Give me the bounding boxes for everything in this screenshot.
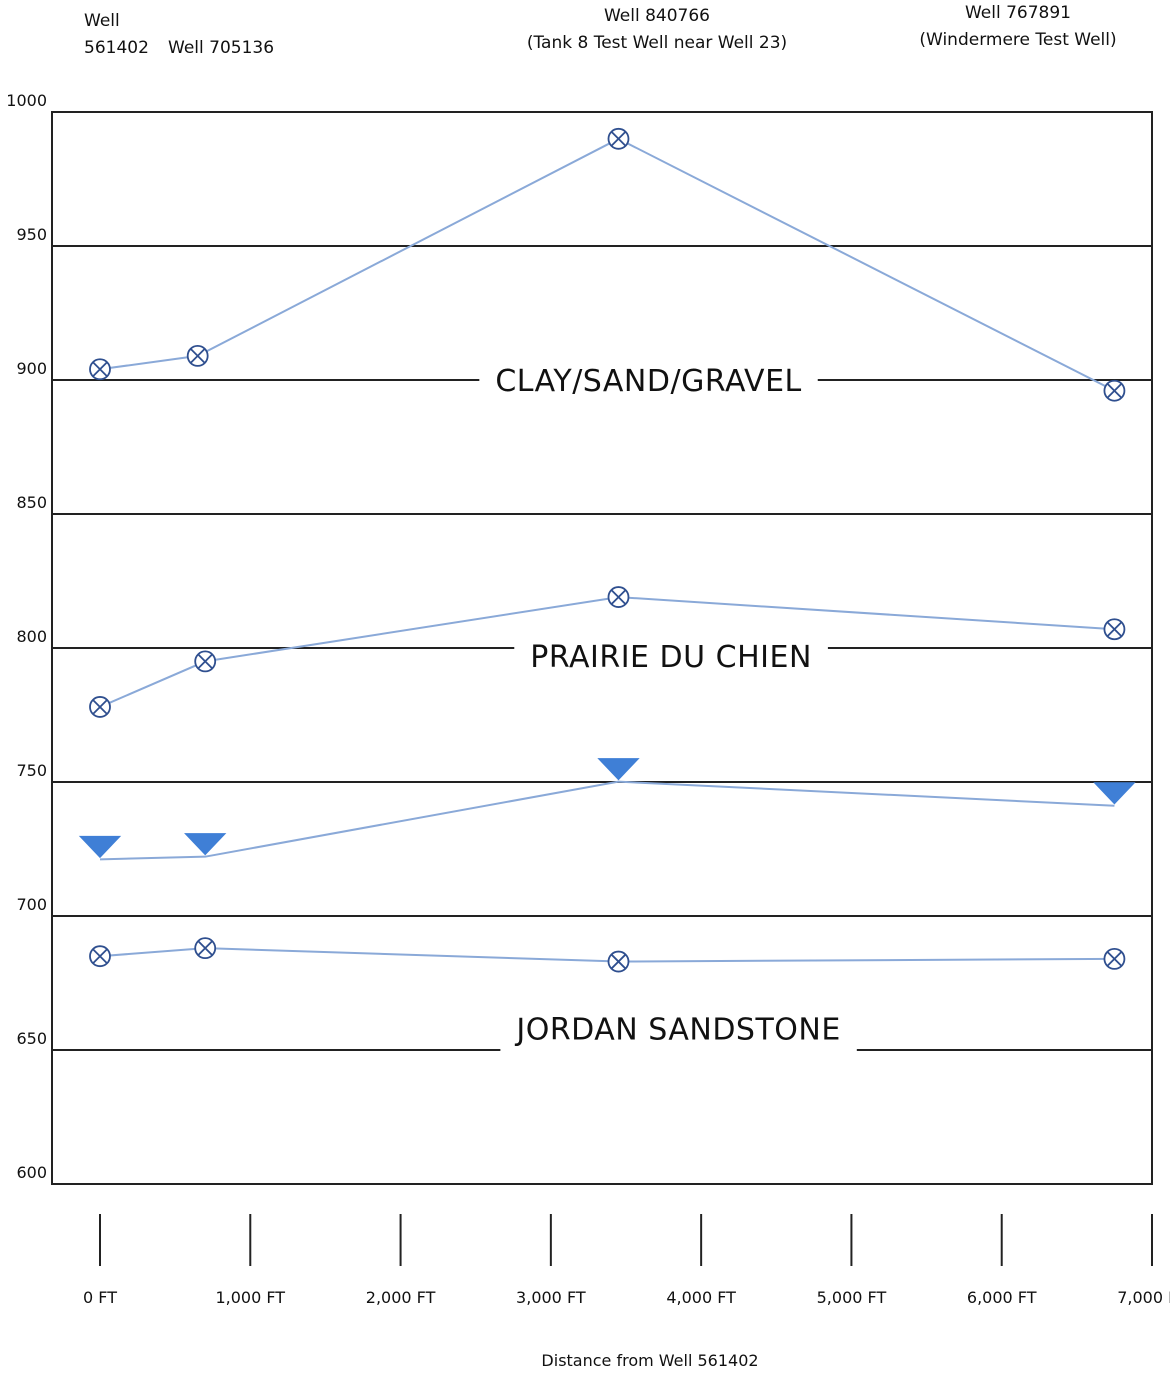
point-cross-b <box>92 948 108 964</box>
y-tick-label-700: 700 <box>16 895 47 914</box>
well-label-561402-line1: Well <box>84 11 120 31</box>
point-cross-b <box>610 131 627 147</box>
series-layer <box>78 127 1136 973</box>
point-cross-b <box>190 348 206 364</box>
series-4-point-2 <box>194 937 217 960</box>
point-cross-b <box>92 699 108 715</box>
y-tick-label-1000: 1000 <box>6 91 47 110</box>
y-tick-label-750: 750 <box>16 761 47 780</box>
point-cross-b <box>197 653 213 670</box>
well-label-705136: Well 705136 <box>168 38 274 58</box>
y-tick-label-600: 600 <box>16 1163 47 1182</box>
x-tick-label-7000: 7,000 FT <box>1117 1288 1170 1307</box>
series-3-point-3 <box>597 758 640 781</box>
point-cross-b <box>92 361 108 377</box>
series-4-point-4 <box>1103 947 1126 970</box>
well-label-840766-line2: (Tank 8 Test Well near Well 23) <box>527 33 787 53</box>
x-axis-ticks: 0 FT 1,000 FT 2,000 FT 3,000 FT 4,000 FT 5,00… <box>83 1214 1170 1307</box>
x-tick-label-1000: 1,000 FT <box>215 1288 285 1307</box>
series-3-point-1 <box>78 835 122 859</box>
plot-frame <box>51 111 1153 1185</box>
series-3-point-4 <box>1093 782 1136 805</box>
y-tick-label-900: 900 <box>16 359 47 378</box>
series-1-point-2 <box>186 344 209 367</box>
series-1-point-4 <box>1103 379 1126 402</box>
formation-label-box <box>500 1000 857 1057</box>
well-label-840766-line1: Well 840766 <box>604 6 710 26</box>
formation-label-text: PRAIRIE DU CHIEN <box>530 640 812 675</box>
series-2-point-3 <box>607 586 630 608</box>
x-tick-label-4000: 4,000 FT <box>666 1288 736 1307</box>
well-label-561402-line2: 561402 <box>84 38 149 58</box>
series-3-line <box>99 780 1115 861</box>
y-axis-ticks: 600 650 700 750 800 850 900 950 1000 <box>6 91 47 1182</box>
y-tick-label-850: 850 <box>16 493 47 512</box>
well-labels: Well 561402 Well 705136 Well 840766 (Tan… <box>84 3 1117 58</box>
formation-label-2: PRAIRIE DU CHIEN <box>514 628 828 685</box>
series-2-line <box>99 596 1115 708</box>
point-cross-b <box>1106 383 1123 399</box>
series-1-line <box>99 137 1115 392</box>
formation-label-box <box>514 628 828 685</box>
point-cross-b <box>1106 621 1123 637</box>
formation-label-3: JORDAN SANDSTONE <box>500 1000 857 1057</box>
x-tick-label-0: 0 FT <box>83 1288 117 1307</box>
x-tick-label-2000: 2,000 FT <box>366 1288 436 1307</box>
formation-label-1: CLAY/SAND/GRAVEL <box>479 352 818 408</box>
series-4-line <box>99 947 1115 963</box>
y-tick-label-800: 800 <box>16 627 47 646</box>
y-tick-label-650: 650 <box>16 1029 47 1048</box>
x-tick-label-6000: 6,000 FT <box>967 1288 1037 1307</box>
point-cross-b <box>1106 951 1123 967</box>
series-2-point-2 <box>194 650 217 673</box>
formation-label-text: CLAY/SAND/GRAVEL <box>495 364 801 399</box>
point-cross-b <box>197 940 213 956</box>
point-cross-b <box>610 953 627 970</box>
formation-label-box <box>479 352 818 408</box>
x-axis-label: Distance from Well 561402 <box>541 1351 758 1370</box>
x-tick-label-3000: 3,000 FT <box>516 1288 586 1307</box>
series-2-point-1 <box>89 696 111 718</box>
series-4-point-3 <box>607 950 630 973</box>
formation-labels: CLAY/SAND/GRAVEL PRAIRIE DU CHIEN JORDAN S… <box>479 352 857 1057</box>
well-label-767891-line1: Well 767891 <box>965 3 1071 23</box>
series-2-point-4 <box>1103 618 1126 641</box>
formation-label-text: JORDAN SANDSTONE <box>514 1013 840 1048</box>
series-3-point-2 <box>184 833 227 856</box>
x-tick-label-5000: 5,000 FT <box>817 1288 887 1307</box>
series-4-point-1 <box>89 945 111 968</box>
point-cross-b <box>610 589 627 605</box>
series-1-point-1 <box>89 358 111 381</box>
y-tick-label-950: 950 <box>16 225 47 244</box>
well-label-767891-line2: (Windermere Test Well) <box>919 30 1116 50</box>
series-1-point-3 <box>607 127 630 150</box>
